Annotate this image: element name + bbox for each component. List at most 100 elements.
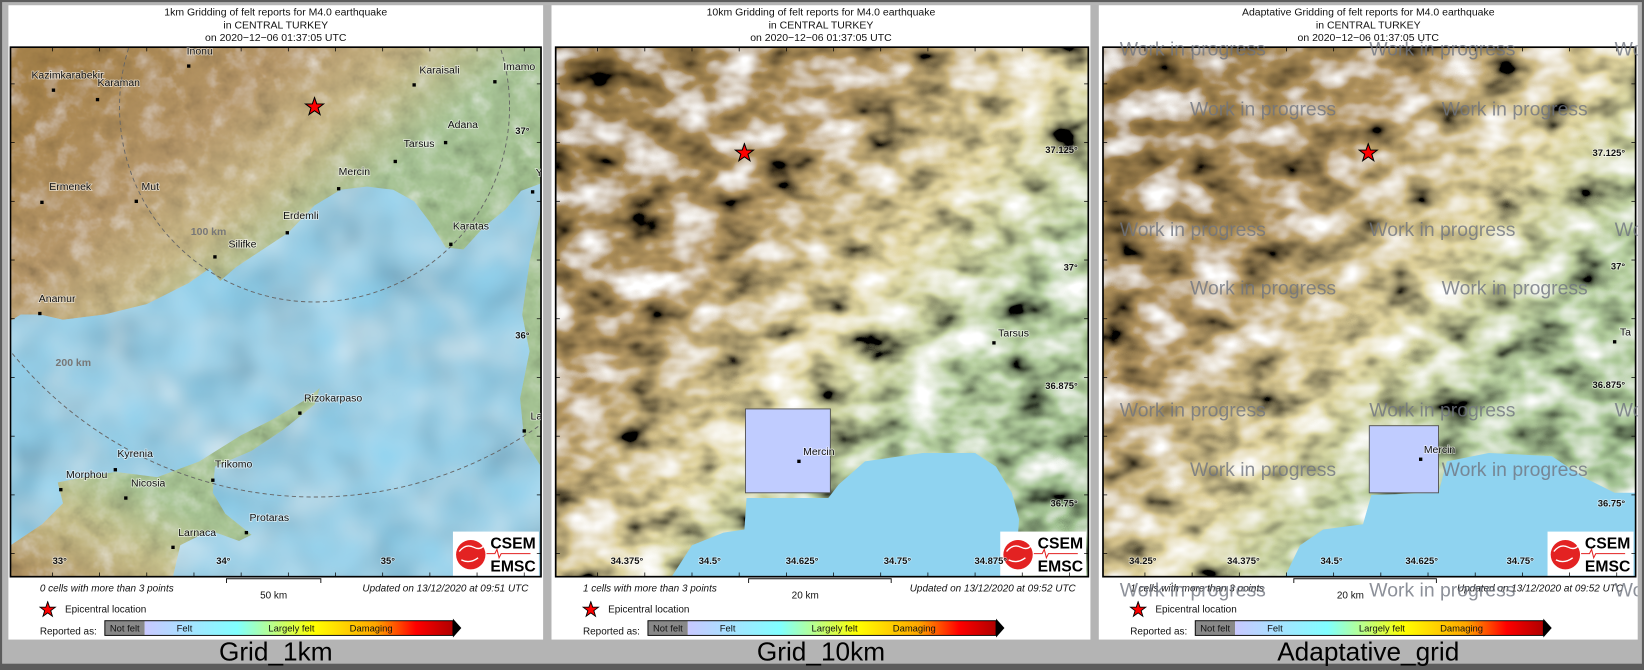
longitude-tick-label: 34.5° [1321, 555, 1343, 566]
city-label: Silifke [229, 239, 257, 250]
land-turkey [10, 47, 542, 321]
work-in-progress-watermark: Work in progress [1190, 98, 1336, 120]
city-marker [412, 83, 416, 87]
city-marker [211, 478, 215, 482]
scale-bar-label: 20 km [1337, 591, 1364, 602]
city-label: Mercin [1424, 445, 1456, 456]
colorbar-category-label: Not felt [110, 623, 140, 634]
updated-timestamp: Updated on 13/12/2020 at 09:51 UTC [362, 583, 529, 594]
city-label: Erdemli [283, 211, 318, 222]
globe-icon [1003, 539, 1033, 570]
city-label: Kazimkarabekir [31, 71, 104, 82]
city-marker [530, 190, 535, 194]
colorbar-category-label: Felt [177, 623, 193, 634]
grid-cell[interactable] [1368, 425, 1439, 494]
cells-note: 1 cells with more than 3 points [1130, 583, 1264, 594]
longitude-tick-label: 34.375° [611, 555, 644, 566]
city-label: Karaisali [419, 65, 459, 76]
longitude-tick-label: 34° [216, 555, 230, 566]
city-label: Protaras [250, 513, 290, 524]
longitude-tick-label: 34.625° [786, 555, 819, 566]
panel-caption: Grid_1km [219, 637, 333, 667]
city-label: Inonu [187, 47, 213, 58]
csem-emsc-logo[interactable]: CSEM EMSC [1000, 531, 1087, 576]
ring-label-200km: 200 km [56, 358, 92, 369]
city-label: Mercin [339, 167, 371, 178]
map-title-line: on 2020−12−06 01:37:05 UTC [1298, 33, 1440, 44]
scale-bar [748, 578, 892, 583]
work-in-progress-watermark: Work in progress [1615, 399, 1644, 421]
city-label: Tarsus [404, 139, 435, 150]
city-marker [95, 97, 100, 102]
colorbar-scale [687, 620, 997, 636]
latitude-tick-label: 37.125° [1045, 144, 1078, 155]
longitude-tick-label: 34.375° [1227, 555, 1260, 566]
colorbar-category-label: Largely felt [812, 623, 858, 634]
sea [671, 452, 1020, 577]
colorbar-category-label: Damaging [893, 623, 936, 634]
land-cyprus [10, 387, 320, 577]
longitude-tick-label: 34.75° [884, 555, 912, 566]
map-frame [1102, 46, 1637, 578]
city-label: Mut [142, 182, 160, 193]
latitude-tick-label: 36.75° [1050, 497, 1078, 508]
land-east-coast [520, 209, 542, 467]
longitude-tick-label: 34.875° [975, 555, 1008, 566]
city-marker [171, 545, 175, 550]
map-title-line: in CENTRAL TURKEY [769, 20, 874, 31]
csem-emsc-logo[interactable]: CSEM EMSC [452, 531, 539, 576]
latitude-tick-label: 36° [515, 330, 529, 341]
city-marker [51, 88, 56, 92]
city-label: Ta [1620, 328, 1631, 339]
city-label: Mercin [803, 447, 835, 458]
reported-as-label: Reported as: [583, 626, 640, 637]
city-marker [38, 311, 42, 316]
grid-cell[interactable] [744, 408, 831, 494]
city-label: Karatas [453, 222, 489, 233]
work-in-progress-watermark: Work in progress [1615, 580, 1644, 602]
work-in-progress-watermark: Work in progress [1120, 219, 1266, 241]
longitude-tick-label: 34.25° [1129, 555, 1157, 566]
longitude-tick-label: 34.625° [1405, 555, 1438, 566]
logo-text-emsc: EMSC [1585, 558, 1630, 575]
city-marker [244, 530, 249, 535]
colorbar-arrow-icon [1543, 618, 1552, 638]
city-marker [336, 187, 341, 191]
city-marker [393, 159, 397, 164]
colorbar-category-label: Not felt [653, 623, 683, 634]
city-marker [40, 200, 44, 205]
cells-note: 0 cells with more than 3 points [40, 583, 174, 594]
panel-caption: Adaptative_grid [1277, 637, 1459, 667]
city-label: Rizokarpaso [304, 394, 362, 405]
city-label: Karaman [98, 78, 141, 89]
city-label: Larnaca [178, 528, 216, 539]
latitude-tick-label: 36.875° [1045, 380, 1078, 391]
city-label: Imamo [503, 62, 535, 73]
epicentral-legend-label: Epicentral location [65, 604, 146, 615]
scale-bar [1293, 578, 1437, 583]
logo-text-csem: CSEM [1585, 535, 1630, 552]
city-marker [187, 64, 191, 68]
colorbar-category-label: Damaging [350, 623, 393, 634]
city-label: Adana [448, 120, 478, 131]
csem-emsc-logo[interactable]: CSEM EMSC [1547, 531, 1634, 576]
city-label: Ermenek [49, 182, 92, 193]
city-label: Nicosia [131, 479, 166, 490]
map-adaptative-grid[interactable] [1102, 47, 1637, 578]
city-marker [493, 80, 497, 84]
latitude-tick-label: 37° [515, 125, 529, 136]
map-frame [554, 46, 1090, 578]
work-in-progress-watermark: Work in progress [1615, 39, 1644, 61]
map-grid-10km[interactable] [555, 47, 1089, 578]
logo-text-csem: CSEM [490, 535, 535, 552]
city-marker [298, 411, 302, 415]
city-label: Anamur [39, 294, 76, 305]
latitude-tick-label: 37° [1064, 262, 1078, 273]
city-marker [285, 231, 289, 235]
map-grid-1km[interactable] [0, 0, 705, 577]
colorbar-not-felt [1195, 620, 1236, 636]
colorbar-scale [144, 620, 453, 636]
city-marker [59, 487, 63, 492]
longitude-tick-label: 34.5° [699, 555, 721, 566]
